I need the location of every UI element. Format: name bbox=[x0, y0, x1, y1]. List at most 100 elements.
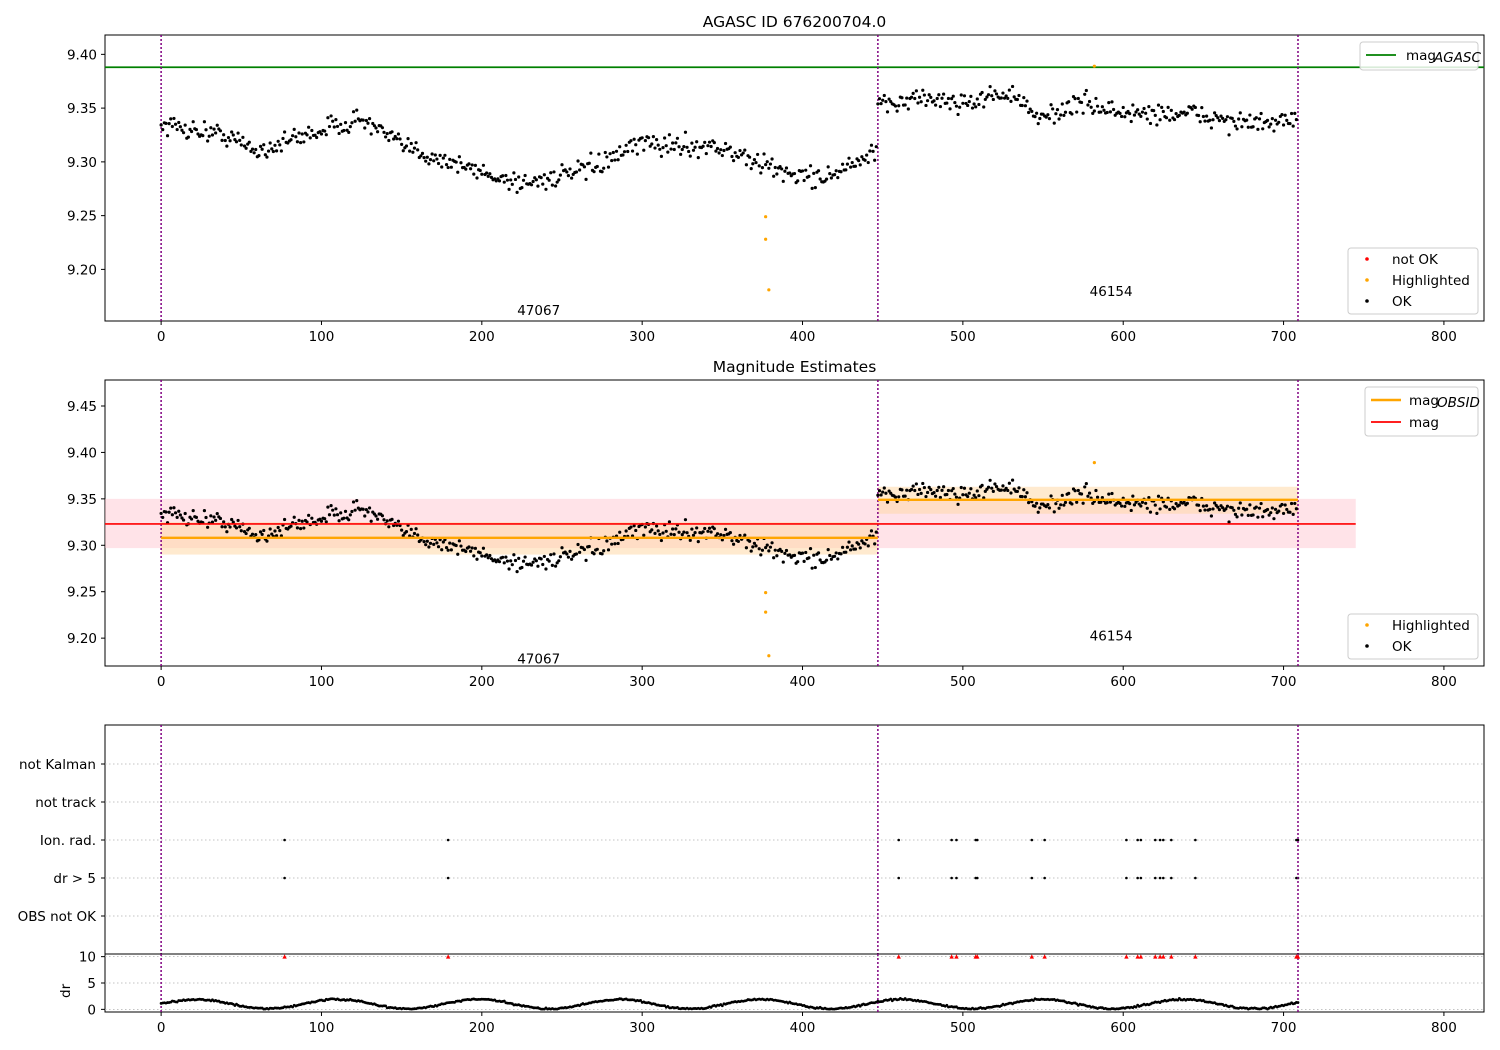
panel2-ok-point bbox=[605, 539, 609, 543]
panel1-ok-point bbox=[1081, 111, 1085, 115]
panel1-ok-point bbox=[478, 168, 482, 173]
panel1-ok-point bbox=[443, 153, 447, 157]
panel2-ok-point bbox=[807, 556, 811, 560]
panel1-ok-point bbox=[640, 136, 644, 140]
panel1-ok-point bbox=[693, 145, 697, 149]
panel2-ok-point bbox=[1075, 500, 1079, 504]
panel1-legend2-label: Highlighted bbox=[1392, 273, 1470, 289]
panel2-ok-point bbox=[459, 544, 463, 548]
panel1-ok-point bbox=[683, 130, 688, 134]
panel2-ok-point bbox=[816, 551, 821, 555]
panel2-ok-point bbox=[841, 545, 845, 549]
panel2-ok-point bbox=[849, 548, 853, 552]
panel2-ok-point bbox=[884, 491, 888, 495]
panel2-ok-point bbox=[177, 509, 181, 513]
panel1-ok-point bbox=[1110, 100, 1114, 104]
panel1-ok-point bbox=[696, 156, 700, 160]
panel2-ok-point bbox=[836, 557, 840, 561]
panel1-ok-point bbox=[796, 179, 800, 183]
panel1-xtick-label: 800 bbox=[1431, 329, 1457, 345]
panel1-ok-point bbox=[1137, 112, 1141, 116]
panel1-ok-point bbox=[630, 149, 635, 153]
panel1-ok-point bbox=[1281, 123, 1286, 127]
panel1-ok-point bbox=[470, 163, 474, 167]
panel1-ok-point bbox=[664, 144, 668, 148]
panel2-ok-point bbox=[600, 552, 604, 556]
panel1-ok-point bbox=[353, 119, 357, 123]
panel2-ok-point bbox=[1015, 489, 1019, 494]
panel1-ok-point bbox=[342, 128, 346, 133]
panel1-ok-point bbox=[906, 107, 910, 111]
panel4-xtick-label: 700 bbox=[1271, 1020, 1297, 1036]
panel2-ok-point bbox=[167, 510, 171, 514]
panel1-ok-point bbox=[427, 162, 431, 166]
panel2-ok-point bbox=[991, 489, 995, 493]
panel1-ok-point bbox=[1033, 115, 1037, 119]
panel1-ok-point bbox=[889, 100, 893, 104]
panel1-ok-point bbox=[226, 135, 231, 140]
panel2-ok-point bbox=[587, 544, 591, 549]
panel1-ok-point bbox=[1086, 103, 1090, 107]
panel2-ok-point bbox=[674, 527, 678, 531]
panel2-ok-point bbox=[736, 539, 740, 544]
panel2-ok-point bbox=[707, 526, 712, 530]
panel4-ytick-label: 10 bbox=[79, 950, 96, 966]
panel1-ok-point bbox=[764, 162, 768, 167]
panel1-ok-point bbox=[315, 135, 319, 140]
panel2-ok-point bbox=[351, 500, 356, 504]
panel1-legend bbox=[1359, 41, 1479, 71]
panel2-ok-point bbox=[164, 510, 168, 514]
dr-points-group bbox=[159, 996, 1300, 1011]
panel2-highlighted-point-group bbox=[764, 461, 1096, 658]
panel1-xtick-label: 0 bbox=[157, 329, 166, 345]
panel2-ok-point bbox=[748, 539, 752, 543]
panel1-ok-point bbox=[326, 116, 330, 120]
panel1-ok-point bbox=[945, 101, 949, 105]
panel1-ok-point bbox=[728, 145, 732, 149]
panel1-ok-point bbox=[653, 146, 657, 150]
panel1-ok-point bbox=[414, 141, 418, 145]
panel1-ok-point bbox=[521, 178, 526, 182]
panel2-ok-point bbox=[369, 519, 373, 523]
panel2-ok-point bbox=[260, 532, 264, 536]
panel2-ok-point bbox=[743, 533, 747, 537]
panel2-ok-point bbox=[1132, 503, 1137, 507]
panel2-ok-point bbox=[534, 559, 538, 563]
panel2-ok-point bbox=[667, 520, 672, 524]
panel1-ok-point bbox=[183, 123, 187, 127]
panel1-ok-point bbox=[489, 175, 494, 179]
panel1-ok-point bbox=[685, 145, 689, 149]
panel1-ok-point bbox=[295, 140, 300, 144]
panel2-ok-point bbox=[553, 564, 558, 568]
panel1-ok-point bbox=[655, 138, 659, 142]
panel1-ok-point bbox=[1100, 105, 1104, 109]
panel2-ok-point bbox=[470, 546, 474, 550]
panel2-ok-point bbox=[723, 527, 728, 532]
panel1-ok-point bbox=[529, 183, 534, 187]
panel1-ok-point bbox=[236, 131, 240, 135]
panel1-ok-point bbox=[297, 131, 301, 135]
panel2-ok-point bbox=[642, 533, 646, 537]
panel4-xtick-label: 800 bbox=[1431, 1020, 1457, 1036]
panel2-ok-point bbox=[1139, 504, 1143, 508]
legend-mag-label: mag bbox=[1409, 415, 1439, 431]
flag-point bbox=[955, 876, 958, 880]
panel1-ok-point bbox=[440, 165, 444, 169]
panel1-ok-point bbox=[1166, 105, 1170, 109]
panel2-ok-point bbox=[1238, 501, 1242, 505]
panel1-ok-point bbox=[624, 143, 628, 147]
panel2-ok-point bbox=[592, 552, 596, 556]
panel1-ok-point bbox=[568, 167, 572, 171]
panel2-legend2-label: Highlighted bbox=[1392, 618, 1470, 634]
panel2-xtick-label: 100 bbox=[309, 674, 335, 690]
panel2-ok-point bbox=[812, 553, 816, 557]
panel1-ok-point bbox=[1055, 108, 1060, 112]
panel2-ok-point bbox=[497, 560, 502, 564]
panel2-ok-point bbox=[1079, 492, 1084, 496]
panel1-ok-point bbox=[409, 141, 413, 146]
panel2-obsid-label: 47067 bbox=[517, 652, 560, 668]
panel1-ok-point bbox=[866, 160, 870, 165]
panel1-ok-point bbox=[1190, 107, 1194, 111]
panel2-ok-point bbox=[796, 560, 800, 564]
panel1-ok-point bbox=[871, 149, 875, 153]
